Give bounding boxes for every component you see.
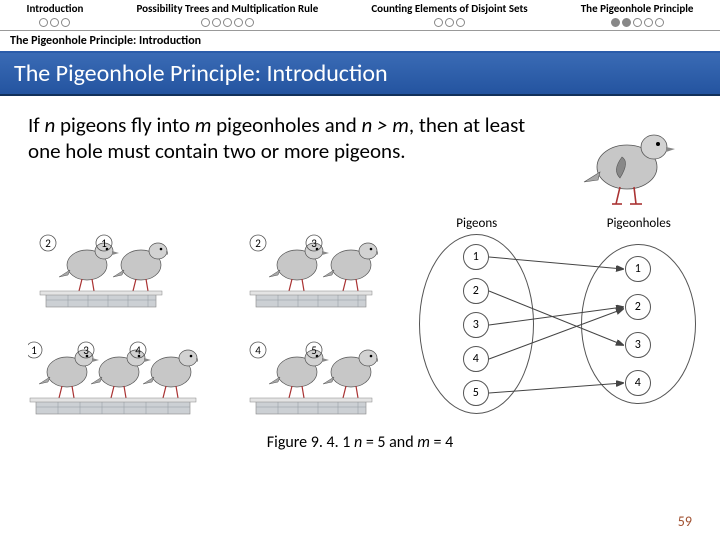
pedestal-1: 2 1 [28,225,168,320]
mapping-arrows [419,226,699,426]
intro-text: If n pigeons fly into m pigeonholes and … [28,112,558,165]
svg-text:1: 1 [101,237,107,250]
content-area: If n pigeons fly into m pigeonholes and … [0,96,720,452]
svg-text:2: 2 [255,237,261,250]
svg-text:3: 3 [83,344,89,357]
nav-label: Introduction [27,2,84,15]
nav-dots [136,17,318,30]
nav-item-disjoint[interactable]: Counting Elements of Disjoint Sets [371,2,527,30]
svg-text:4: 4 [135,344,141,357]
nav-item-intro[interactable]: Introduction [27,2,84,30]
nav-label: Counting Elements of Disjoint Sets [371,2,527,15]
nav-item-pigeonhole[interactable]: The Pigeonhole Principle [581,2,694,30]
pigeons-grid: 2 1 2 3 1 3 4 [28,225,399,427]
page-title: The Pigeonhole Principle: Introduction [0,53,720,96]
nav-dots [581,17,694,30]
svg-text:3: 3 [311,237,317,250]
pedestal-2: 2 3 [238,225,378,320]
nav-item-trees[interactable]: Possibility Trees and Multiplication Rul… [136,2,318,30]
nav-label: The Pigeonhole Principle [581,2,694,15]
diagram-area: 2 1 2 3 1 3 4 [28,225,692,427]
nav-dots [27,17,84,30]
page-number: 59 [678,513,692,530]
pedestal-4: 4 5 [238,332,378,427]
section-subheader: The Pigeonhole Principle: Introduction [0,30,720,53]
pedestal-3: 1 3 4 [28,332,198,427]
top-nav: Introduction Possibility Trees and Multi… [0,0,720,30]
nav-label: Possibility Trees and Multiplication Rul… [136,2,318,15]
svg-text:4: 4 [255,344,261,357]
svg-text:5: 5 [311,344,317,357]
nav-dots [371,17,527,30]
mapping-diagram: Pigeons Pigeonholes 1 2 3 4 5 1 2 3 4 [419,226,692,426]
figure-caption: Figure 9. 4. 1 n = 5 and m = 4 [28,433,692,452]
pigeon-illustration [572,112,692,217]
svg-text:2: 2 [45,237,51,250]
svg-text:1: 1 [31,344,37,357]
